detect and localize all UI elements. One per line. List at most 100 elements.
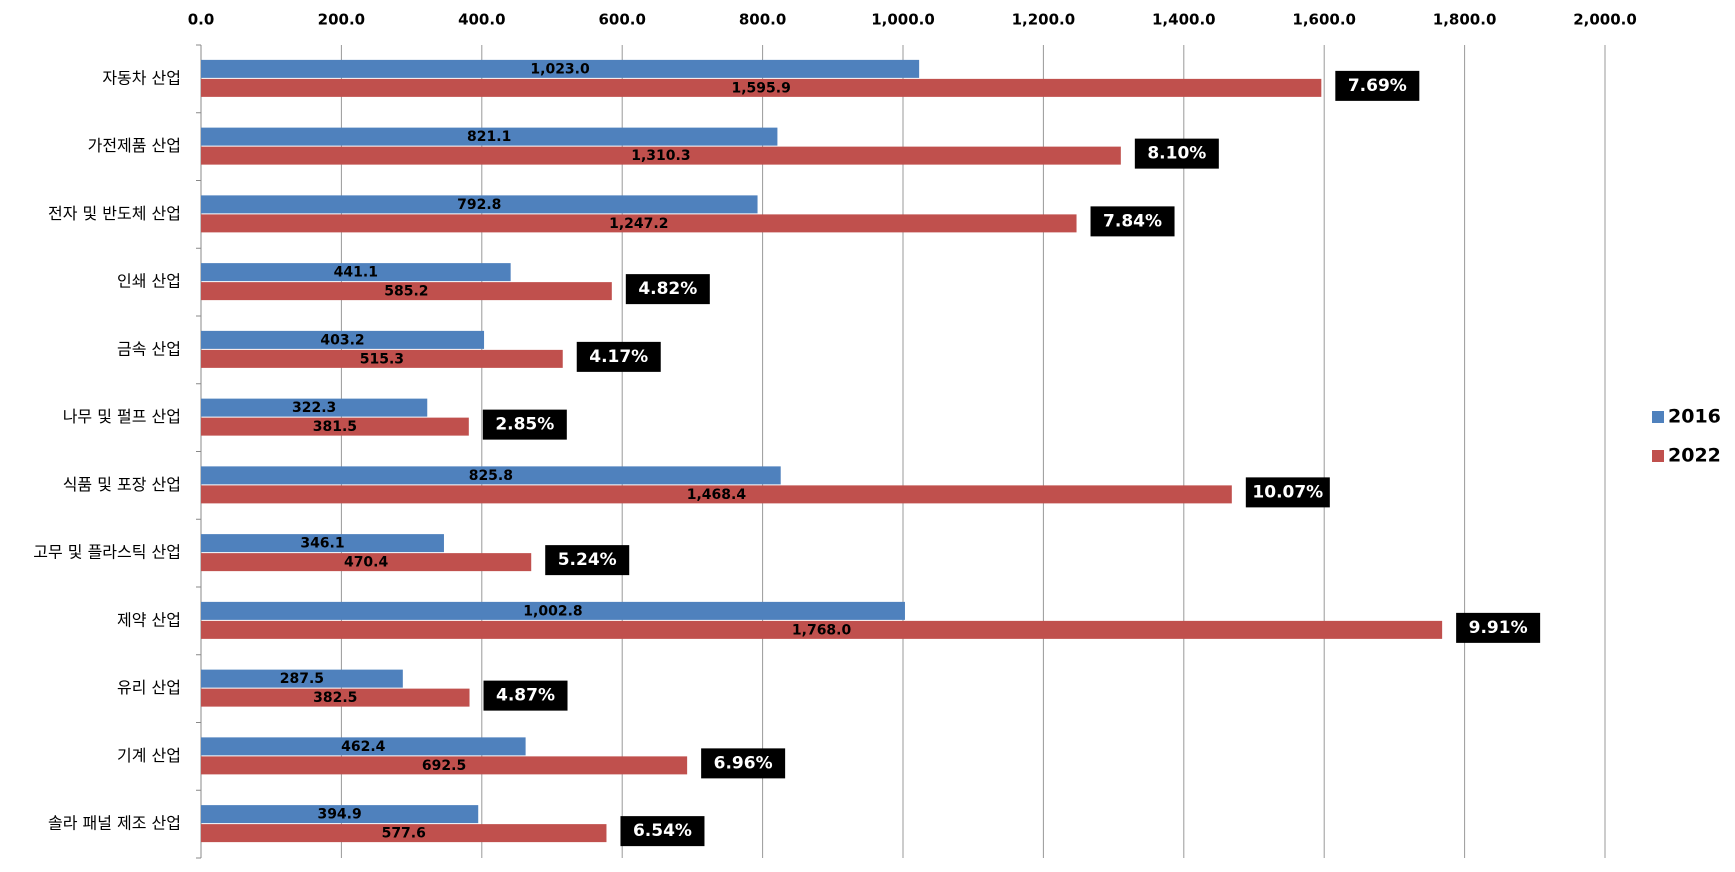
bar [201,824,607,843]
annotation-box [701,748,786,779]
bar [201,282,612,301]
annotation-box [545,545,630,576]
bar [201,127,778,146]
category-label: 나무 및 펄프 산업 [63,407,181,426]
value-label: 1,468.4 [687,487,747,503]
annotation-box [1245,477,1330,508]
category-label: 제약 산업 [117,610,181,629]
value-label: 792.8 [457,197,501,213]
x-tick-label: 1,800.0 [1433,11,1497,29]
value-label: 692.5 [422,758,466,774]
bar [201,688,470,707]
category-label: 기계 산업 [117,746,181,765]
annotation-box [1335,70,1420,101]
value-label: 462.4 [341,739,386,755]
annotation-box [576,341,661,372]
value-label: 382.5 [313,690,357,706]
category-label: 전자 및 반도체 산업 [48,204,181,223]
bar [201,330,485,349]
bar [201,466,781,485]
bar [201,805,479,824]
bar [201,756,688,775]
x-tick-label: 1,000.0 [871,11,935,29]
value-label: 322.3 [292,400,336,416]
x-tick-label: 0.0 [188,11,215,29]
value-label: 1,023.0 [530,61,590,77]
annotation-box [1456,612,1541,643]
value-label: 1,002.8 [523,603,582,619]
annotation: 4.17% [589,347,648,367]
category-label: 식품 및 포장 산업 [63,475,181,494]
x-tick-label: 1,400.0 [1152,11,1216,29]
annotation: 2.85% [495,415,554,435]
bar [201,737,526,756]
x-tick-label: 200.0 [318,11,365,29]
annotation-box [620,816,705,847]
x-tick-label: 1,200.0 [1012,11,1076,29]
value-label: 403.2 [320,332,364,348]
x-tick-label: 400.0 [458,11,505,29]
annotation: 4.87% [496,686,555,706]
legend-swatch [1652,450,1664,462]
value-label: 1,595.9 [731,80,790,96]
annotation: 5.24% [558,550,617,570]
bar [201,601,905,620]
annotation-box [1134,138,1219,169]
annotation: 9.91% [1469,618,1528,638]
value-label: 825.8 [469,468,513,484]
bar [201,553,532,572]
annotation-box [483,680,568,711]
value-label: 515.3 [360,351,404,367]
annotation: 10.07% [1252,482,1323,502]
bar [201,195,758,214]
bar [201,349,563,368]
annotation-box [482,409,567,440]
value-label: 577.6 [382,826,426,842]
value-label: 441.1 [334,265,378,281]
value-label: 394.9 [317,807,361,823]
value-label: 287.5 [280,671,324,687]
value-label: 1,768.0 [792,622,852,638]
bar [201,620,1443,639]
annotation-box [625,274,710,305]
bar [201,146,1121,165]
annotation-box [1090,206,1175,237]
value-label: 470.4 [344,555,389,571]
legend-swatch [1652,411,1664,423]
annotation: 6.96% [714,753,773,773]
annotation: 4.82% [638,279,697,299]
category-label: 솔라 패널 제조 산업 [48,814,181,833]
bar [201,485,1232,504]
bar [201,417,469,436]
bar [201,59,920,78]
value-label: 1,310.3 [631,148,690,164]
annotation: 8.10% [1147,144,1206,164]
x-tick-label: 800.0 [739,11,786,29]
value-label: 381.5 [313,419,357,435]
annotation: 7.84% [1103,211,1162,231]
bar [201,263,511,282]
bar [201,534,444,553]
legend-label: 2022 [1668,445,1721,467]
category-label: 자동차 산업 [102,68,181,87]
x-tick-label: 2,000.0 [1573,11,1637,29]
value-label: 1,247.2 [609,216,668,232]
category-label: 금속 산업 [117,339,181,358]
category-label: 가전제품 산업 [88,136,181,155]
bar [201,214,1077,233]
annotation: 7.69% [1348,76,1407,96]
x-tick-label: 600.0 [598,11,645,29]
category-label: 고무 및 플라스틱 산업 [33,543,181,562]
value-label: 346.1 [300,536,344,552]
x-tick-label: 1,600.0 [1292,11,1356,29]
annotation: 6.54% [633,821,692,841]
value-label: 821.1 [467,129,511,145]
bar [201,669,403,688]
bar [201,78,1322,97]
value-label: 585.2 [384,284,428,300]
category-label: 인쇄 산업 [117,272,181,291]
legend-label: 2016 [1668,406,1721,428]
bar [201,398,428,417]
category-label: 유리 산업 [117,678,181,697]
